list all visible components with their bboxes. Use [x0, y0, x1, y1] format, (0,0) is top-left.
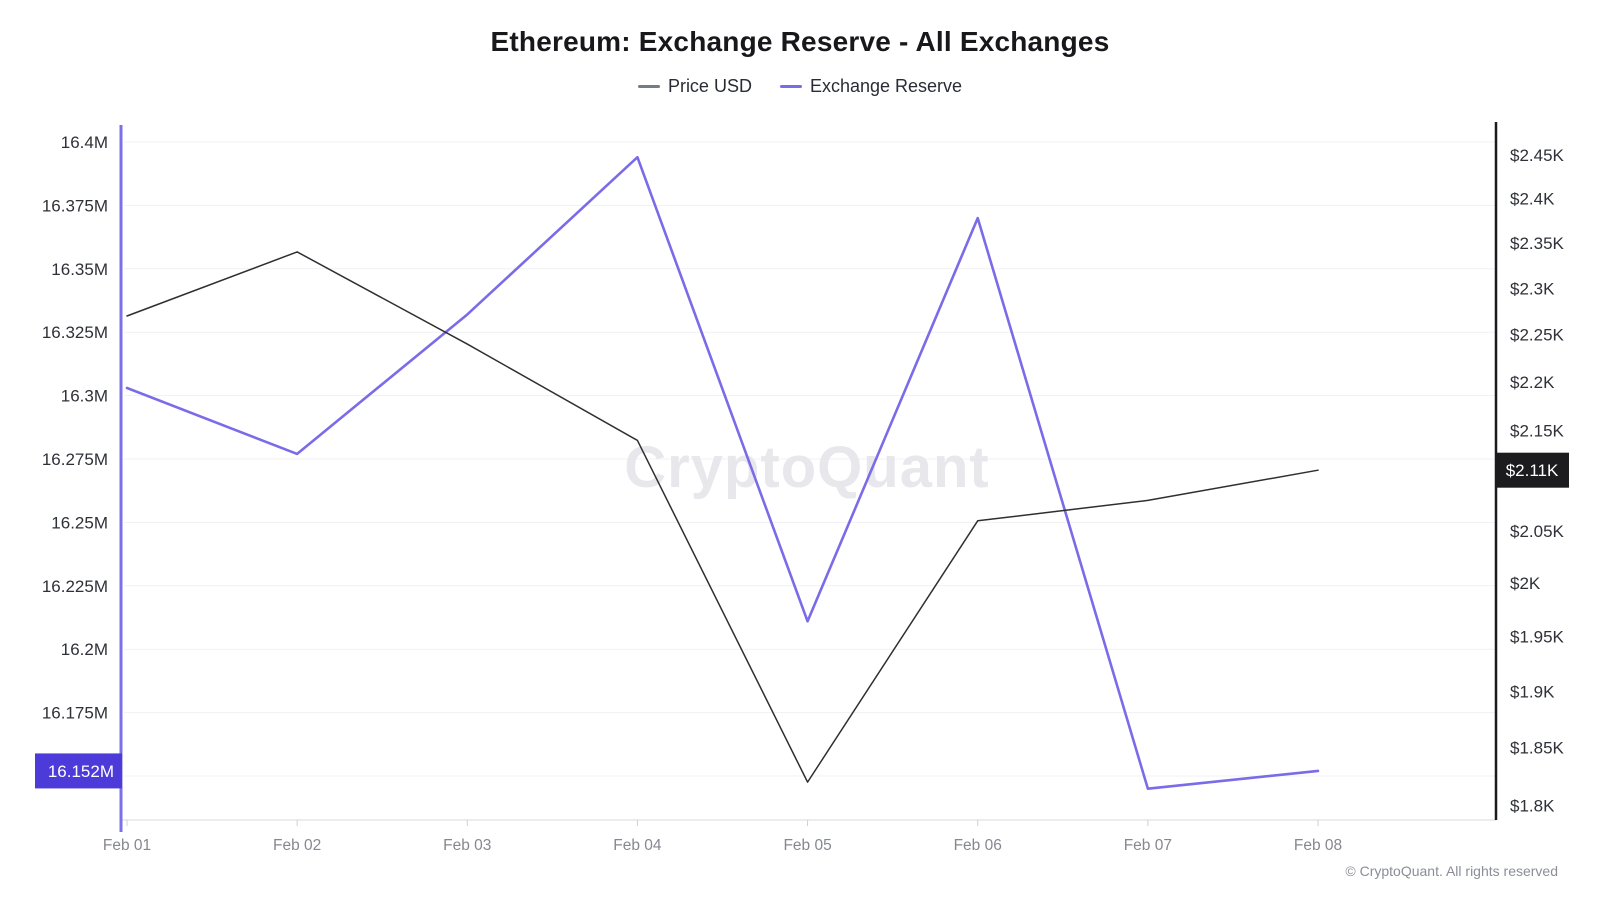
- exchange-reserve-line[interactable]: [125, 155, 1320, 790]
- left-axis-tick-label: 16.3M: [61, 387, 108, 406]
- right-axis-tick-label: $2.4K: [1510, 190, 1555, 209]
- legend-item-exchange-reserve[interactable]: Exchange Reserve: [779, 76, 963, 97]
- left-axis-tick-label: 16.2M: [61, 640, 108, 659]
- right-axis-tick-label: $2.3K: [1510, 279, 1555, 298]
- left-axis-tick-label: 16.25M: [51, 513, 108, 532]
- chart-title: Ethereum: Exchange Reserve - All Exchang…: [490, 26, 1110, 57]
- x-axis-label: Feb 07: [1124, 837, 1172, 854]
- left-axis-tick-label: 16.225M: [42, 577, 108, 596]
- left-axis-tick-label: 16.325M: [42, 323, 108, 342]
- copyright-notice: © CryptoQuant. All rights reserved: [1345, 863, 1558, 879]
- right-axis-tick-label: $2.45K: [1510, 146, 1565, 165]
- left-axis-tick-label: 16.4M: [61, 133, 108, 152]
- x-axis-label: Feb 08: [1294, 837, 1342, 854]
- right-axis-tick-label: $1.8K: [1510, 796, 1555, 815]
- right-axis-tick-label: $1.85K: [1510, 739, 1565, 758]
- x-axis-label: Feb 04: [613, 837, 662, 854]
- x-axis-label: Feb 02: [273, 837, 321, 854]
- chart-legend: Price USD Exchange Reserve: [0, 76, 1600, 97]
- price-line-swatch-icon: [637, 85, 660, 88]
- x-axis-label: Feb 01: [103, 837, 151, 854]
- left-axis-tick-label: 16.175M: [42, 704, 108, 723]
- x-axis-label: Feb 05: [783, 837, 831, 854]
- price-usd-line[interactable]: [126, 251, 1319, 783]
- price-latest-badge: [1496, 452, 1569, 488]
- price-latest-badge-label: $2.11K: [1506, 461, 1559, 480]
- reserve-line-swatch-icon: [779, 85, 802, 88]
- right-axis-tick-label: $2.05K: [1510, 522, 1565, 541]
- left-axis-tick-label: 16.375M: [42, 196, 108, 215]
- watermark: CryptoQuant: [624, 435, 989, 500]
- right-axis-tick-label: $1.9K: [1510, 682, 1555, 701]
- right-axis-tick-label: $2.25K: [1510, 326, 1565, 345]
- right-axis-tick-label: $2.2K: [1510, 373, 1555, 392]
- reserve-latest-badge-label: 16.152M: [48, 762, 114, 781]
- right-axis-tick-label: $2.15K: [1510, 422, 1565, 441]
- legend-label-exchange-reserve: Exchange Reserve: [809, 76, 963, 96]
- right-axis-tick-label: $1.95K: [1510, 628, 1565, 647]
- right-axis-tick-label: $2K: [1510, 574, 1541, 593]
- right-axis-tick-label: $2.35K: [1510, 234, 1565, 253]
- reserve-latest-badge: [35, 753, 122, 789]
- left-axis-tick-label: 16.275M: [42, 450, 108, 469]
- x-axis-label: Feb 06: [954, 837, 1002, 854]
- x-axis-label: Feb 03: [443, 837, 491, 854]
- legend-item-price-usd[interactable]: Price USD: [637, 76, 752, 97]
- legend-label-price-usd: Price USD: [667, 76, 752, 96]
- left-axis-tick-label: 16.35M: [51, 260, 108, 279]
